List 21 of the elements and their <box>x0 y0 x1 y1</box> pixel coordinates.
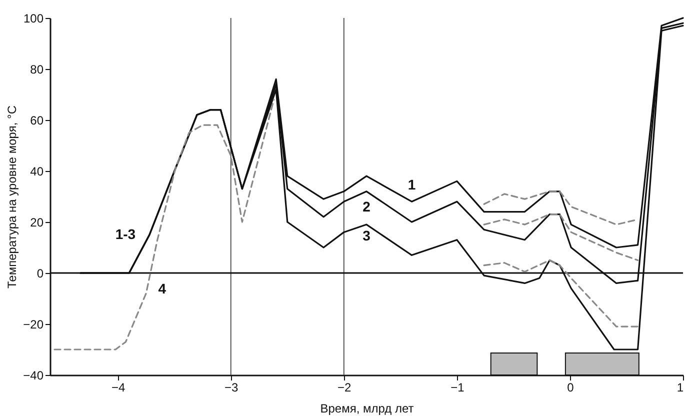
series-label: 2 <box>362 198 371 214</box>
y-axis-title: Температура на уровне моря, °C <box>5 105 20 288</box>
x-tick-label: 0 <box>567 380 574 394</box>
x-tick-label: −1 <box>450 380 465 394</box>
annotation: 1-3 <box>115 226 136 242</box>
y-tick-label: −20 <box>23 318 44 332</box>
y-tick-label: 80 <box>30 62 44 76</box>
x-tick-label: −4 <box>111 380 126 394</box>
y-tick-label: 60 <box>30 114 44 128</box>
x-tick-label: 1 <box>676 380 684 394</box>
y-tick-label: −40 <box>23 368 44 382</box>
y-tick-label: 40 <box>30 164 44 178</box>
x-axis-title: Время, млрд лет <box>320 402 414 416</box>
series-label: 3 <box>362 228 371 244</box>
series-label: 1 <box>408 176 416 193</box>
x-tick-label: −3 <box>224 380 239 394</box>
series-label: 4 <box>158 280 166 296</box>
x-tick-label: −2 <box>338 380 352 394</box>
y-tick-label: 20 <box>30 216 44 230</box>
y-tick-label: 100 <box>23 12 44 26</box>
y-tick-label: 0 <box>36 266 44 280</box>
